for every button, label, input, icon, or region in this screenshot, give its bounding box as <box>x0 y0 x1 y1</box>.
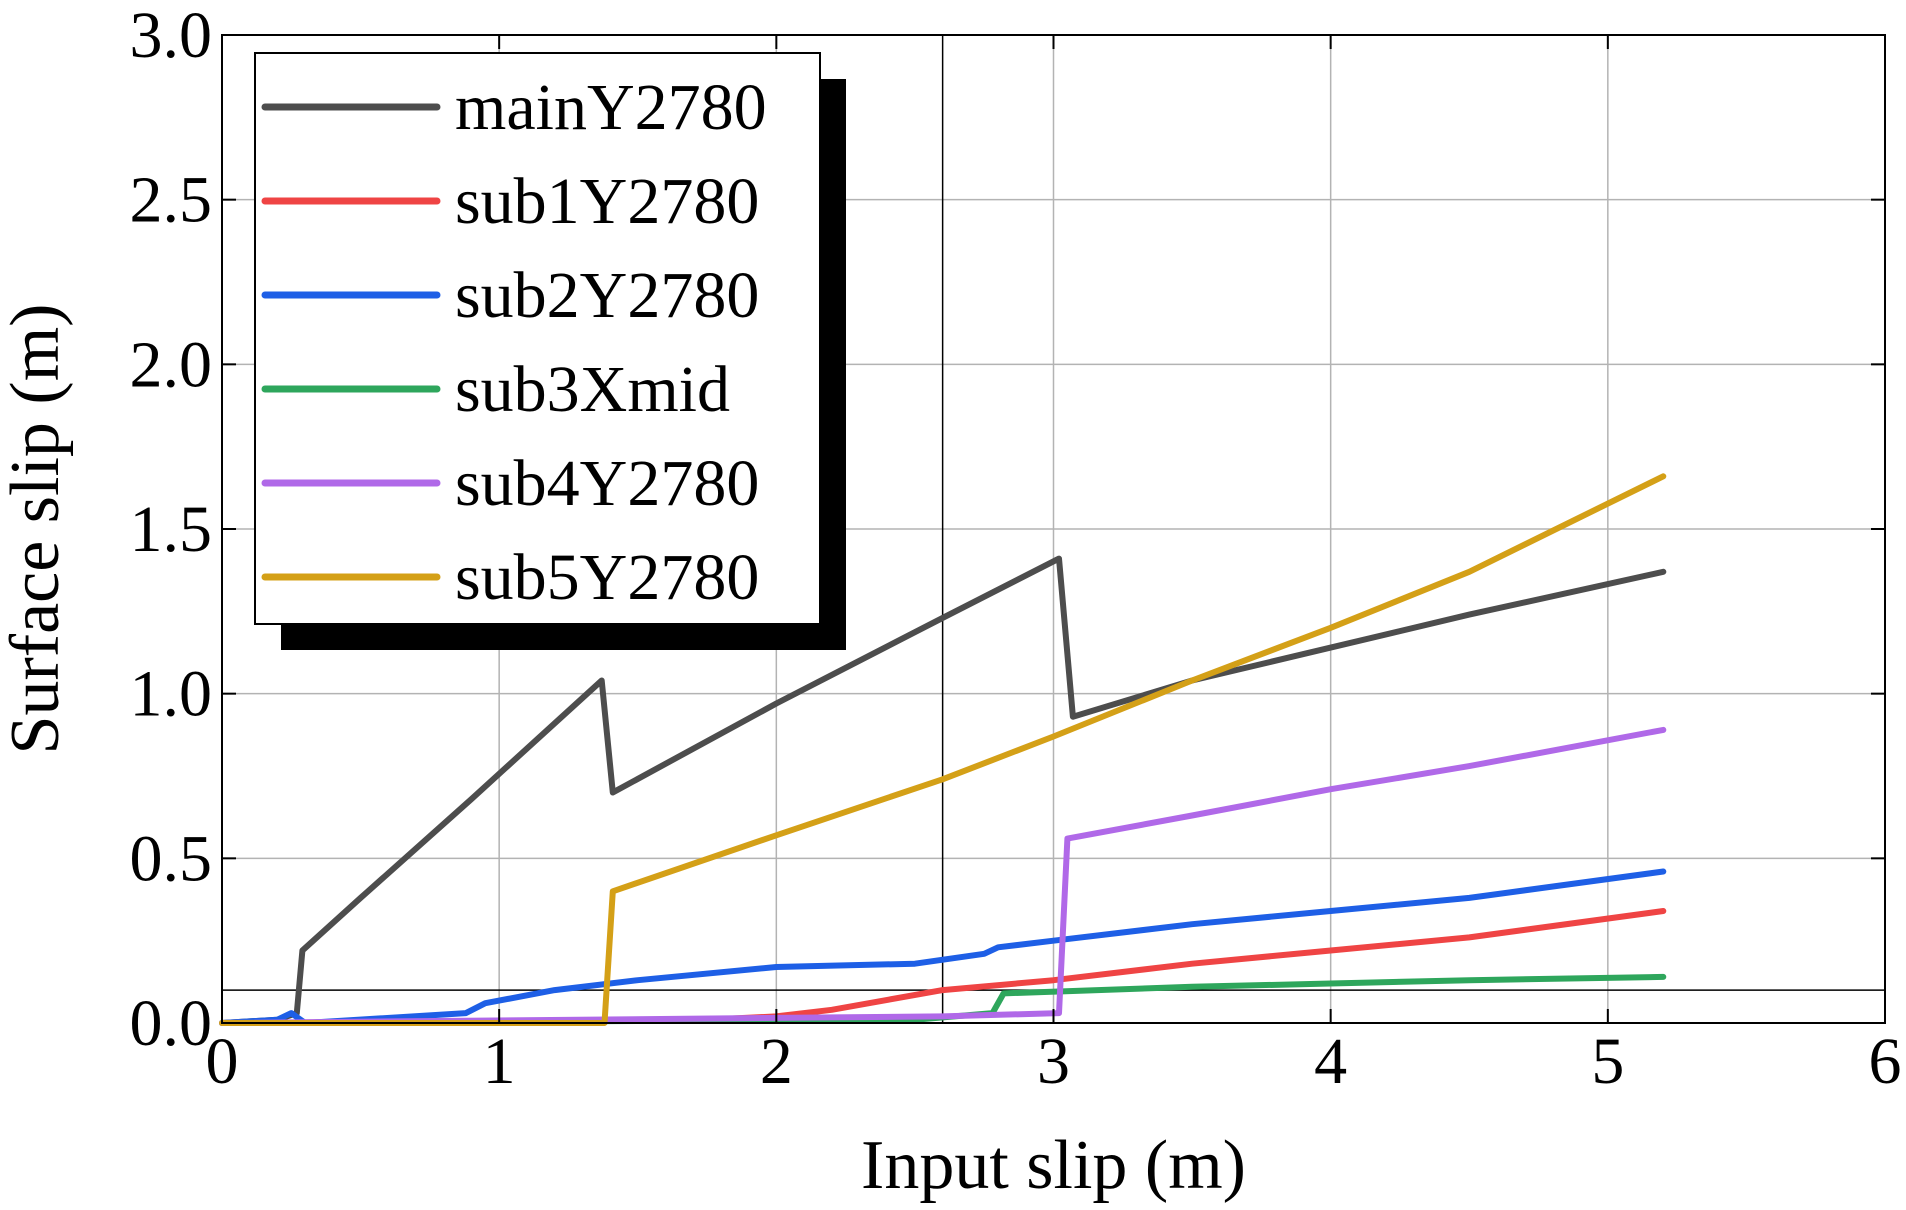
x-tick-label: 6 <box>1869 1025 1902 1098</box>
y-tick-label: 3.0 <box>130 0 213 72</box>
y-axis-title: Surface slip (m) <box>0 304 74 755</box>
series-line-sub4Y2780 <box>219 726 1667 1026</box>
x-tick-label: 2 <box>760 1025 793 1098</box>
x-tick-label: 0 <box>206 1025 239 1098</box>
legend-label-sub2Y2780: sub2Y2780 <box>455 259 759 332</box>
legend-label-sub1Y2780: sub1Y2780 <box>455 165 759 238</box>
legend-box <box>254 52 821 625</box>
x-tick-label: 1 <box>483 1025 516 1098</box>
legend-label-sub5Y2780: sub5Y2780 <box>455 541 759 614</box>
y-tick-label: 1.0 <box>130 658 213 731</box>
y-tick-label: 1.5 <box>130 493 213 566</box>
y-tick-label: 0.5 <box>130 822 213 895</box>
y-tick-label: 0.0 <box>130 987 213 1060</box>
x-axis-title: Input slip (m) <box>861 1127 1246 1204</box>
series-line-sub5Y2780 <box>219 473 1667 1026</box>
series-line-mainY2780 <box>219 555 1667 1026</box>
y-tick-label: 2.5 <box>130 164 213 237</box>
y-tick-label: 2.0 <box>130 328 213 401</box>
x-tick-label: 5 <box>1591 1025 1624 1098</box>
axis-ticks: 0 1 2 3 4 5 6 0.0 0.5 1.0 1.5 2.0 2.5 3.0 <box>130 0 1902 1098</box>
legend-label-sub4Y2780: sub4Y2780 <box>455 447 759 520</box>
series-lines <box>219 473 1667 1026</box>
legend-label-mainY2780: mainY2780 <box>455 71 767 144</box>
x-tick-label: 3 <box>1037 1025 1070 1098</box>
legend: mainY2780 sub1Y2780 sub2Y2780 sub3Xmid sub4Y… <box>254 52 846 650</box>
legend-label-sub3Xmid: sub3Xmid <box>455 353 730 426</box>
x-tick-label: 4 <box>1314 1025 1347 1098</box>
